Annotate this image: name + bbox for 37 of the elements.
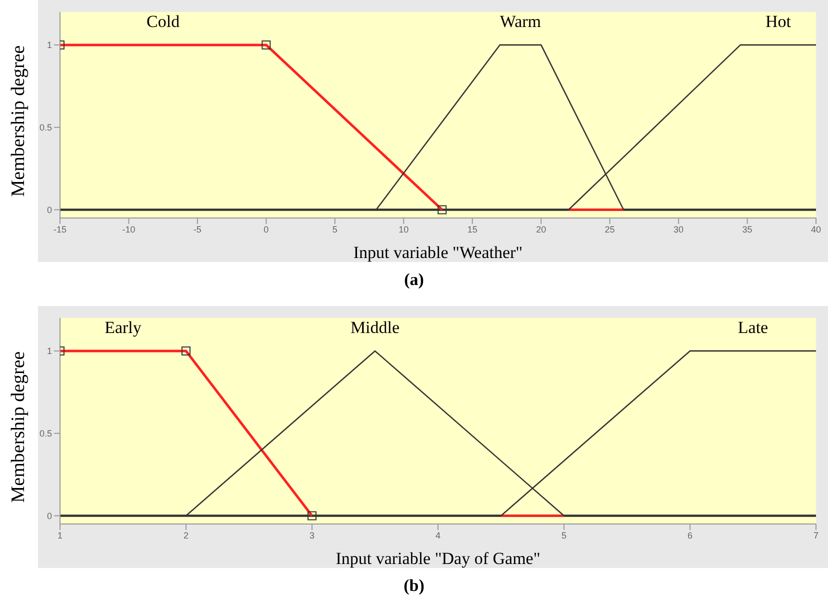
y-axis-title: Membership degree: [8, 351, 30, 503]
x-tick-label: 7: [813, 530, 819, 540]
y-tick-label: 0: [46, 510, 52, 521]
x-tick-label: 5: [561, 530, 567, 540]
y-tick-label: 1: [46, 346, 52, 356]
x-tick-label: 6: [687, 530, 693, 540]
text: (a): [403, 270, 425, 291]
y-axis-title: Membership degree: [8, 45, 30, 197]
x-tick-label: -5: [193, 224, 202, 234]
x-tick-label: -10: [122, 224, 136, 234]
x-tick-label: 40: [810, 224, 822, 234]
x-axis-title: Input variable "Weather": [353, 243, 523, 262]
x-tick-label: 20: [536, 224, 546, 234]
text: (b): [402, 576, 426, 597]
series-label: Early: [104, 318, 142, 338]
x-tick-label: 3: [309, 530, 315, 540]
series-label: Late: [738, 318, 768, 338]
x-tick-label: -15: [53, 224, 67, 234]
series-label: Hot: [765, 12, 791, 32]
y-tick-label: 0: [46, 204, 52, 215]
y-tick-label: 0.5: [39, 428, 52, 439]
series-label: Middle: [350, 318, 400, 338]
x-tick-label: 25: [604, 224, 615, 234]
x-tick-label: 4: [435, 530, 441, 540]
x-tick-label: 1: [57, 530, 63, 540]
x-tick-label: 30: [674, 224, 684, 234]
y-tick-label: 0.5: [39, 122, 52, 133]
x-tick-label: 2: [183, 530, 189, 540]
x-tick-label: 35: [742, 224, 752, 234]
x-tick-label: 0: [264, 224, 269, 234]
x-tick-label: 10: [398, 224, 409, 234]
x-axis-title: Input variable "Day of Game": [336, 549, 540, 568]
x-tick-label: 5: [332, 224, 338, 234]
series-label: Warm: [500, 12, 542, 32]
y-tick-label: 1: [46, 40, 52, 50]
x-tick-label: 15: [467, 224, 478, 234]
series-label: Cold: [146, 12, 180, 32]
